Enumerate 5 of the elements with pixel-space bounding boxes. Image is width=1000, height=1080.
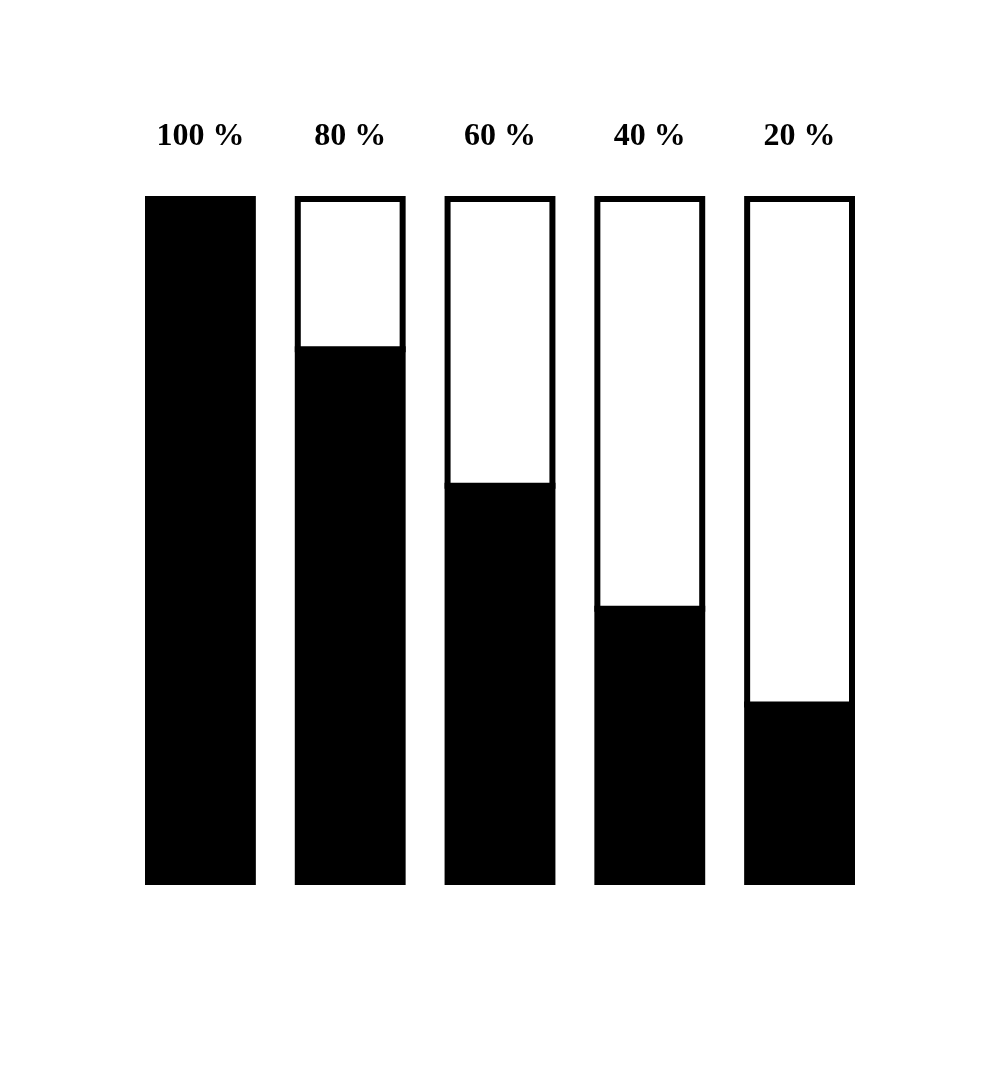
x-tick-label: 40 % bbox=[613, 115, 686, 152]
x-tick-label: 20 % bbox=[763, 115, 836, 152]
x-tick-label: 60 % bbox=[464, 115, 536, 152]
x-tick-label: 80 % bbox=[314, 115, 387, 152]
x-tick-label: 100 % bbox=[156, 115, 245, 152]
